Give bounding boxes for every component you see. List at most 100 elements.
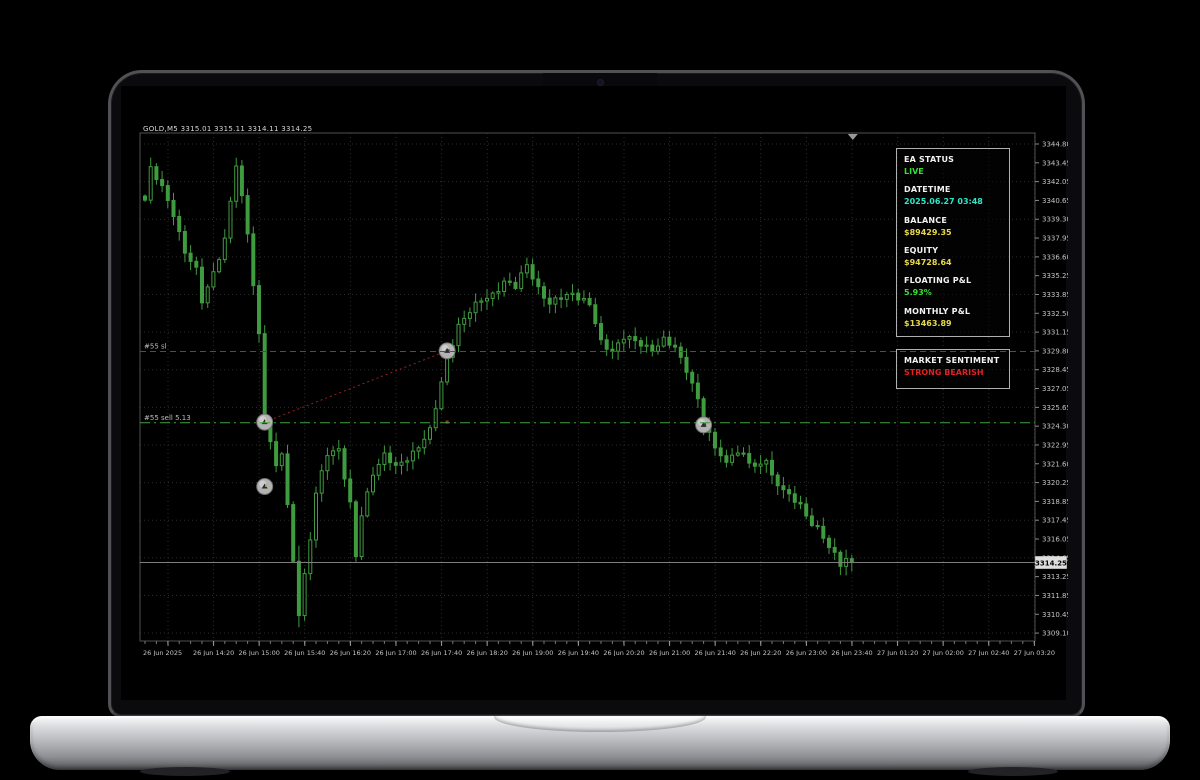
candle-body [422, 438, 427, 449]
candle-body [428, 427, 432, 440]
candle-body [143, 195, 147, 201]
time-axis-label: 26 Jun 17:40 [421, 649, 462, 656]
candle-body [587, 297, 592, 306]
candle-body [758, 463, 763, 467]
candle-body [296, 560, 301, 617]
trade-close-dot [445, 420, 449, 424]
candle-body [473, 301, 478, 314]
candle-body [576, 292, 581, 301]
ea-status-panel: EA STATUS LIVE DATETIME 2025.06.27 03:48… [896, 148, 1010, 337]
time-axis-label: 26 Jun 19:00 [512, 649, 553, 656]
price-axis-label: 3324.30 [1042, 423, 1068, 431]
time-axis-label: 26 Jun 19:40 [558, 649, 599, 656]
laptop-hinge-scoop [494, 716, 706, 732]
equity-value: $94728.64 [904, 257, 952, 267]
price-axis-label: 3329.80 [1042, 347, 1068, 355]
candle-body [616, 342, 621, 352]
price-axis-label: 3331.15 [1042, 329, 1068, 337]
trade-marker[interactable] [695, 416, 713, 434]
floating-pl-value: 5.93% [904, 288, 932, 298]
sentiment-value: STRONG BEARISH [904, 368, 984, 377]
candle-body [200, 266, 204, 304]
candle-body [365, 491, 370, 517]
laptop-foot-left [140, 767, 230, 776]
candle-body [695, 382, 700, 400]
candle-body [564, 294, 569, 300]
candle-body [718, 447, 723, 457]
candle-body [542, 286, 546, 299]
price-axis-label: 3310.45 [1042, 611, 1068, 619]
datetime-label: DATETIME [904, 185, 951, 195]
candle-body [593, 304, 598, 325]
time-axis-label: 26 Jun 17:00 [375, 649, 416, 656]
candle-body [416, 447, 421, 452]
camera-icon [597, 79, 604, 86]
candle-body [809, 515, 814, 526]
ohlc-header: GOLD,M5 3315.01 3315.11 3314.11 3314.25 [143, 125, 313, 133]
balance-value: $89429.35 [904, 227, 952, 237]
candle-body [376, 463, 381, 476]
chart-canvas[interactable]: 3344.80 3343.45 3342.05 3340.65 3339.30 3337.… [138, 124, 1068, 656]
price-axis-label: 3340.65 [1042, 197, 1068, 205]
candle-body [519, 272, 524, 289]
candle-body [148, 166, 153, 201]
time-axis-label: 26 Jun 16:20 [330, 649, 371, 656]
candle-body [633, 336, 638, 342]
price-axis-label: 3317.45 [1042, 517, 1068, 525]
candle-body [752, 462, 757, 467]
candle-body [798, 501, 803, 505]
candle-body [787, 489, 792, 495]
candle-body [217, 259, 222, 273]
candle-body [154, 166, 159, 181]
trade-lines-overlay: #55 sl #55 sell 5.13 [140, 343, 1035, 424]
candle-body [638, 340, 643, 347]
candle-body [239, 165, 244, 197]
candle-body [804, 503, 809, 517]
price-axis-label: 3328.45 [1042, 366, 1068, 374]
time-axis-label: 26 Jun 15:00 [239, 649, 280, 656]
time-axis-label: 26 Jun 23:00 [786, 649, 827, 656]
trade-marker[interactable] [438, 342, 456, 360]
candle-body [211, 271, 216, 288]
balance-label: BALANCE [904, 215, 948, 225]
candle-body [439, 381, 444, 410]
candle-body [245, 195, 250, 235]
candle-body [678, 346, 683, 358]
candle-body [690, 371, 695, 384]
sentiment-label: MARKET SENTIMENT [904, 356, 1000, 365]
candle-body [331, 450, 336, 457]
candle-body [496, 290, 501, 294]
price-axis-label: 3313.25 [1042, 573, 1068, 581]
candle-body [502, 280, 507, 292]
trade-marker[interactable] [256, 477, 274, 495]
sell-entry-label: #55 sell 5.13 [144, 414, 191, 422]
candlesticks [143, 157, 854, 628]
price-axis-label: 3327.05 [1042, 385, 1068, 393]
candle-body [405, 460, 410, 463]
candle-body [194, 260, 199, 268]
time-axis-label: 26 Jun 21:00 [649, 649, 690, 656]
time-axis-label: 26 Jun 22:20 [740, 649, 781, 656]
candle-body [741, 452, 746, 455]
candle-body [228, 200, 233, 239]
candle-body [274, 441, 279, 467]
candle-body [644, 344, 649, 347]
candle-body [684, 356, 689, 373]
candle-body [604, 339, 609, 350]
candle-body [205, 286, 210, 304]
trade-marker-arrow-icon [700, 421, 707, 427]
price-axis-label: 3335.25 [1042, 272, 1068, 280]
candle-body [308, 539, 313, 575]
candle-body [251, 233, 256, 287]
candle-body [490, 292, 495, 299]
candle-body [667, 336, 672, 346]
time-axis-label: 26 Jun 21:40 [695, 649, 736, 656]
candle-body [570, 292, 575, 296]
candle-body [319, 470, 324, 494]
trade-marker[interactable] [256, 413, 274, 431]
current-price-label: 3314.25 [1035, 559, 1067, 567]
candle-body [325, 455, 330, 472]
floating-pl-label: FLOATING P&L [904, 276, 972, 286]
candle-body [827, 537, 831, 548]
price-axis-label: 3342.05 [1042, 178, 1068, 186]
